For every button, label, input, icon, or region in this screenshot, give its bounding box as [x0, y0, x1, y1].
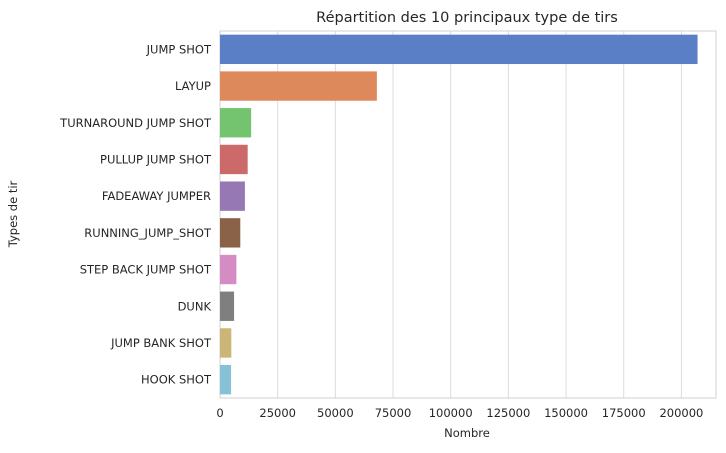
bar-jump-shot [220, 34, 698, 65]
bar-step-back-jump-shot [220, 254, 237, 285]
x-tick-label: 150000 [544, 406, 588, 420]
bar-layup [220, 71, 377, 101]
y-tick-label: FADEAWAY JUMPER [102, 189, 211, 203]
bar-hook-shot [220, 364, 232, 395]
chart-title: Répartition des 10 principaux type de ti… [316, 10, 618, 26]
bar-turnaround-jump-shot [220, 108, 252, 138]
x-tick-labels: 0 25000 50000 75000 100000 125000 150000 175000… [216, 406, 703, 420]
x-tick-label: 125000 [486, 406, 530, 420]
x-tick-label: 50000 [317, 406, 354, 420]
x-axis-label: Nombre [444, 426, 490, 440]
y-tick-labels: JUMP SHOT LAYUP TURNAROUND JUMP SHOT PULLUP… [59, 42, 212, 386]
y-axis-label: Types de tir [6, 180, 20, 248]
y-tick-label: JUMP SHOT [146, 42, 212, 56]
bar-running-jump-shot [220, 218, 241, 248]
bar-pullup-jump-shot [220, 144, 248, 175]
bar-fadeaway-jumper [220, 181, 245, 211]
x-tick-label: 200000 [659, 406, 703, 420]
y-tick-label: TURNAROUND JUMP SHOT [59, 116, 212, 130]
plot-frame [219, 30, 717, 399]
y-tick-label: JUMP BANK SHOT [110, 336, 212, 350]
y-tick-label: LAYUP [175, 79, 211, 93]
x-tick-label: 0 [216, 406, 223, 420]
x-tick-label: 75000 [375, 406, 412, 420]
y-tick-label: PULLUP JUMP SHOT [100, 152, 212, 166]
x-tick-label: 100000 [429, 406, 473, 420]
bar-dunk [220, 291, 235, 321]
bar-jump-bank-shot [220, 328, 232, 358]
bars [220, 34, 698, 395]
y-tick-label: HOOK SHOT [141, 373, 212, 387]
y-tick-label: STEP BACK JUMP SHOT [80, 263, 212, 277]
y-tick-label: DUNK [178, 299, 212, 313]
x-tick-label: 25000 [259, 406, 296, 420]
y-tick-label: RUNNING_JUMP_SHOT [84, 226, 212, 240]
x-tick-label: 175000 [602, 406, 646, 420]
